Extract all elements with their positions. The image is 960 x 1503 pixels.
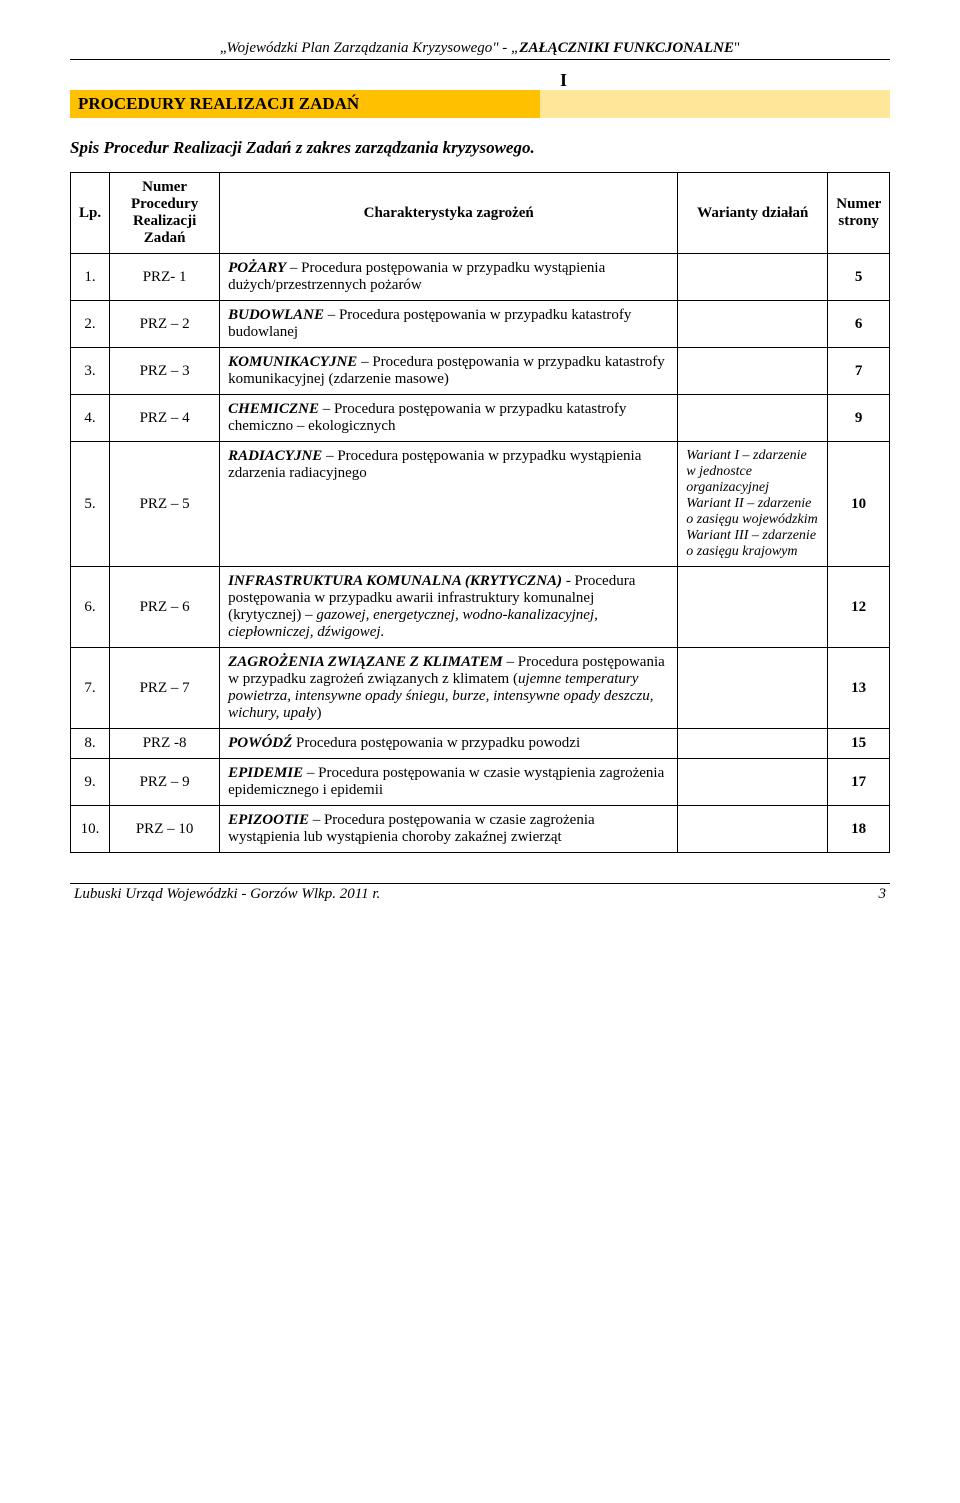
cell-war — [678, 806, 828, 853]
char-term: POŻARY — [228, 260, 286, 276]
cell-lp: 9. — [71, 759, 110, 806]
char-term: KOMUNIKACYJNE — [228, 354, 357, 370]
char-term: BUDOWLANE — [228, 307, 324, 323]
cell-char: EPIZOOTIE – Procedura postępowania w cza… — [220, 806, 678, 853]
cell-page: 18 — [828, 806, 890, 853]
footer-left: Lubuski Urząd Wojewódzki - Gorzów Wlkp. … — [74, 886, 380, 903]
table-row: 8.PRZ -8POWÓDŹ Procedura postępowania w … — [71, 729, 890, 759]
cell-lp: 8. — [71, 729, 110, 759]
header-mid: " - „ — [492, 40, 519, 56]
col-war: Warianty działań — [678, 173, 828, 254]
cell-war — [678, 729, 828, 759]
running-footer: Lubuski Urząd Wojewódzki - Gorzów Wlkp. … — [70, 886, 890, 923]
header-title-2: ZAŁĄCZNIKI FUNKCJONALNE — [519, 40, 734, 56]
cell-lp: 7. — [71, 648, 110, 729]
cell-num: PRZ – 10 — [110, 806, 220, 853]
cell-num: PRZ – 6 — [110, 567, 220, 648]
cell-num: PRZ – 7 — [110, 648, 220, 729]
col-page: Numer strony — [828, 173, 890, 254]
cell-char: EPIDEMIE – Procedura postępowania w czas… — [220, 759, 678, 806]
section-bar: PROCEDURY REALIZACJI ZADAŃ — [70, 90, 890, 118]
table-row: 7.PRZ – 7ZAGROŻENIA ZWIĄZANE Z KLIMATEM … — [71, 648, 890, 729]
char-term: EPIDEMIE — [228, 765, 303, 781]
col-char: Charakterystyka zagrożeń — [220, 173, 678, 254]
cell-lp: 4. — [71, 395, 110, 442]
cell-num: PRZ – 5 — [110, 442, 220, 567]
cell-war — [678, 348, 828, 395]
cell-lp: 6. — [71, 567, 110, 648]
cell-page: 17 — [828, 759, 890, 806]
cell-char: INFRASTRUKTURA KOMUNALNA (KRYTYCZNA) - P… — [220, 567, 678, 648]
cell-lp: 10. — [71, 806, 110, 853]
table-row: 6.PRZ – 6INFRASTRUKTURA KOMUNALNA (KRYTY… — [71, 567, 890, 648]
cell-page: 12 — [828, 567, 890, 648]
table-body: 1.PRZ- 1POŻARY – Procedura postępowania … — [71, 254, 890, 853]
table-row: 4.PRZ – 4CHEMICZNE – Procedura postępowa… — [71, 395, 890, 442]
char-term: ZAGROŻENIA ZWIĄZANE Z KLIMATEM — [228, 654, 503, 670]
cell-page: 13 — [828, 648, 890, 729]
char-rest: Procedura postępowania w przypadku powod… — [292, 735, 580, 751]
cell-page: 15 — [828, 729, 890, 759]
table-row: 3.PRZ – 3KOMUNIKACYJNE – Procedura postę… — [71, 348, 890, 395]
char-term: INFRASTRUKTURA KOMUNALNA (KRYTYCZNA) — [228, 573, 562, 589]
header-quote-close: " — [734, 40, 740, 56]
cell-lp: 2. — [71, 301, 110, 348]
cell-war — [678, 395, 828, 442]
cell-char: ZAGROŻENIA ZWIĄZANE Z KLIMATEM – Procedu… — [220, 648, 678, 729]
cell-num: PRZ -8 — [110, 729, 220, 759]
char-term: CHEMICZNE — [228, 401, 319, 417]
table-row: 2.PRZ – 2BUDOWLANE – Procedura postępowa… — [71, 301, 890, 348]
cell-war — [678, 254, 828, 301]
cell-lp: 3. — [71, 348, 110, 395]
cell-num: PRZ – 3 — [110, 348, 220, 395]
procedures-table: Lp. Numer Procedury Realizacji Zadań Cha… — [70, 172, 890, 853]
cell-char: POŻARY – Procedura postępowania w przypa… — [220, 254, 678, 301]
running-header: „Wojewódzki Plan Zarządzania Kryzysowego… — [70, 40, 890, 57]
cell-char: BUDOWLANE – Procedura postępowania w prz… — [220, 301, 678, 348]
cell-page: 6 — [828, 301, 890, 348]
cell-war — [678, 759, 828, 806]
section-bar-label: PROCEDURY REALIZACJI ZADAŃ — [70, 90, 540, 118]
cell-page: 10 — [828, 442, 890, 567]
cell-war: Wariant I – zdarzenie w jednostce organi… — [678, 442, 828, 567]
cell-lp: 5. — [71, 442, 110, 567]
cell-war — [678, 301, 828, 348]
cell-num: PRZ- 1 — [110, 254, 220, 301]
roman-numeral: I — [560, 70, 567, 91]
table-row: 1.PRZ- 1POŻARY – Procedura postępowania … — [71, 254, 890, 301]
header-title-1: Wojewódzki Plan Zarządzania Kryzysowego — [227, 40, 493, 56]
cell-war — [678, 648, 828, 729]
cell-char: CHEMICZNE – Procedura postępowania w prz… — [220, 395, 678, 442]
page: „Wojewódzki Plan Zarządzania Kryzysowego… — [0, 0, 960, 953]
col-lp: Lp. — [71, 173, 110, 254]
char-term: EPIZOOTIE — [228, 812, 309, 828]
cell-num: PRZ – 2 — [110, 301, 220, 348]
cell-page: 5 — [828, 254, 890, 301]
cell-war — [678, 567, 828, 648]
char-term: POWÓDŹ — [228, 735, 292, 751]
footer-rule — [70, 883, 890, 884]
cell-char: KOMUNIKACYJNE – Procedura postępowania w… — [220, 348, 678, 395]
subtitle: Spis Procedur Realizacji Zadań z zakres … — [70, 138, 890, 158]
header-rule — [70, 59, 890, 60]
header-quote-open: „ — [220, 40, 227, 56]
cell-page: 7 — [828, 348, 890, 395]
char-term: RADIACYJNE — [228, 448, 322, 464]
cell-num: PRZ – 4 — [110, 395, 220, 442]
table-row: 10.PRZ – 10EPIZOOTIE – Procedura postępo… — [71, 806, 890, 853]
cell-char: POWÓDŹ Procedura postępowania w przypadk… — [220, 729, 678, 759]
cell-char: RADIACYJNE – Procedura postępowania w pr… — [220, 442, 678, 567]
cell-page: 9 — [828, 395, 890, 442]
footer-pagenum: 3 — [879, 886, 887, 903]
col-num: Numer Procedury Realizacji Zadań — [110, 173, 220, 254]
section-bar-spacer — [540, 90, 890, 118]
table-row: 9.PRZ – 9EPIDEMIE – Procedura postępowan… — [71, 759, 890, 806]
char-post: ) — [316, 705, 321, 721]
table-header-row: Lp. Numer Procedury Realizacji Zadań Cha… — [71, 173, 890, 254]
cell-num: PRZ – 9 — [110, 759, 220, 806]
cell-lp: 1. — [71, 254, 110, 301]
table-row: 5.PRZ – 5RADIACYJNE – Procedura postępow… — [71, 442, 890, 567]
